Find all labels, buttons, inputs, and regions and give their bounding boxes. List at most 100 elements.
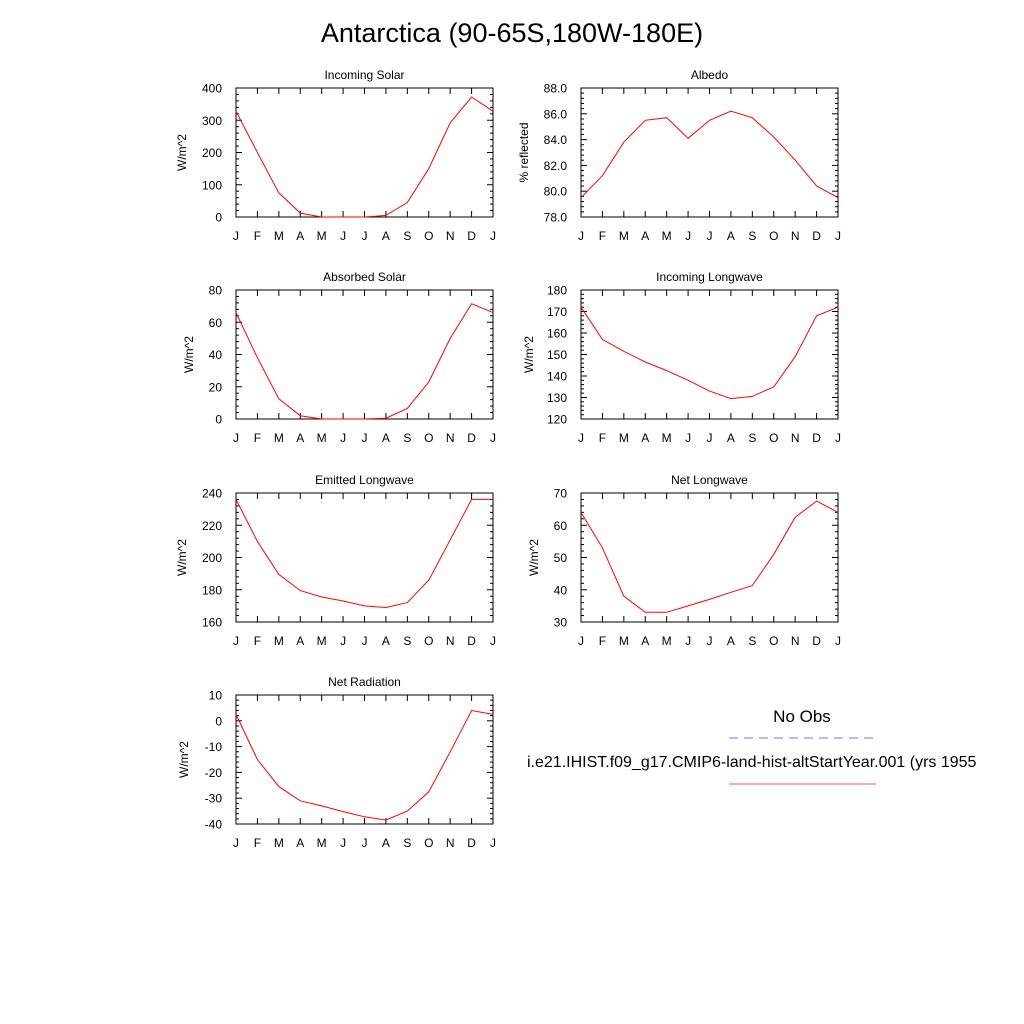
y-tick-label: 40 xyxy=(554,583,568,597)
plot-frame xyxy=(580,492,839,623)
x-tick-label: J xyxy=(685,229,691,243)
x-tick-label: J xyxy=(578,229,584,243)
x-tick-label: S xyxy=(748,431,756,445)
x-tick-label: F xyxy=(254,431,261,445)
y-tick-label: 130 xyxy=(547,391,567,405)
x-tick-label: D xyxy=(467,229,476,243)
x-tick-label: A xyxy=(382,431,390,445)
y-tick-label: 200 xyxy=(202,551,222,565)
x-tick-label: F xyxy=(254,229,261,243)
y-tick-label: 180 xyxy=(202,583,222,597)
x-tick-label: J xyxy=(707,634,713,648)
x-tick-label: N xyxy=(446,229,455,243)
y-axis-label: W/m^2 xyxy=(175,134,189,171)
x-tick-label: M xyxy=(274,634,284,648)
y-tick-label: 30 xyxy=(554,616,568,630)
y-tick-label: 20 xyxy=(209,380,223,394)
x-tick-label: J xyxy=(362,431,368,445)
y-tick-label: 160 xyxy=(547,327,567,341)
y-tick-label: 150 xyxy=(547,348,567,362)
x-tick-label: F xyxy=(599,229,606,243)
x-tick-label: M xyxy=(317,431,327,445)
y-tick-label: 200 xyxy=(202,146,222,160)
x-tick-label: A xyxy=(641,634,649,648)
x-tick-label: J xyxy=(707,431,713,445)
x-tick-label: D xyxy=(812,634,821,648)
plot-frame xyxy=(235,492,494,623)
x-tick-label: O xyxy=(769,634,778,648)
x-tick-label: O xyxy=(769,229,778,243)
y-axis-label: % reflected xyxy=(517,122,531,182)
x-tick-label: M xyxy=(662,634,672,648)
x-tick-label: F xyxy=(599,634,606,648)
plot-frame xyxy=(580,289,839,420)
model-series-line xyxy=(580,306,839,400)
x-tick-label: J xyxy=(362,229,368,243)
model-series-line xyxy=(580,110,839,199)
x-tick-label: J xyxy=(835,229,841,243)
y-tick-label: 80 xyxy=(209,284,223,298)
panel-title: Absorbed Solar xyxy=(323,270,406,284)
x-tick-label: F xyxy=(254,836,261,850)
x-tick-label: A xyxy=(296,634,304,648)
y-tick-label: 80.0 xyxy=(544,185,568,199)
x-tick-label: A xyxy=(727,229,735,243)
x-tick-label: M xyxy=(317,836,327,850)
x-tick-label: J xyxy=(835,431,841,445)
y-axis-label: W/m^2 xyxy=(522,336,536,373)
x-tick-label: J xyxy=(340,431,346,445)
x-tick-label: S xyxy=(403,836,411,850)
x-tick-label: M xyxy=(274,431,284,445)
x-tick-label: J xyxy=(685,634,691,648)
y-axis-label: W/m^2 xyxy=(527,539,541,576)
legend-model-label: i.e21.IHIST.f09_g17.CMIP6-land-hist-altS… xyxy=(527,754,977,771)
x-tick-label: J xyxy=(362,634,368,648)
model-series-line xyxy=(235,96,494,218)
x-tick-label: N xyxy=(446,836,455,850)
model-series-line xyxy=(235,498,493,609)
x-tick-label: A xyxy=(296,836,304,850)
x-tick-label: D xyxy=(467,836,476,850)
x-tick-label: D xyxy=(467,634,476,648)
y-tick-label: 50 xyxy=(554,551,568,565)
model-series-line xyxy=(235,709,494,821)
x-tick-label: M xyxy=(274,836,284,850)
x-tick-label: N xyxy=(446,431,455,445)
y-axis-label: W/m^2 xyxy=(177,741,191,778)
plot-frame xyxy=(235,289,494,420)
x-tick-label: J xyxy=(340,634,346,648)
x-tick-label: F xyxy=(254,634,261,648)
x-tick-label: N xyxy=(791,431,800,445)
x-tick-label: N xyxy=(791,229,800,243)
y-tick-label: 40 xyxy=(209,348,223,362)
y-axis-label: W/m^2 xyxy=(175,539,189,576)
y-tick-label: 300 xyxy=(202,114,222,128)
x-tick-label: J xyxy=(490,229,496,243)
x-tick-label: J xyxy=(490,836,496,850)
y-tick-label: 120 xyxy=(547,413,567,427)
x-tick-label: S xyxy=(748,634,756,648)
x-tick-label: J xyxy=(578,634,584,648)
plot-frame xyxy=(235,694,494,825)
x-tick-label: O xyxy=(424,634,433,648)
panel-title: Incoming Longwave xyxy=(656,270,763,284)
x-tick-label: M xyxy=(619,634,629,648)
x-tick-label: O xyxy=(424,229,433,243)
x-tick-label: M xyxy=(274,229,284,243)
x-tick-label: A xyxy=(382,229,390,243)
y-tick-label: 140 xyxy=(547,370,567,384)
y-tick-label: -40 xyxy=(205,818,223,832)
x-tick-label: O xyxy=(424,836,433,850)
x-tick-label: D xyxy=(812,431,821,445)
x-tick-label: O xyxy=(424,431,433,445)
x-tick-label: D xyxy=(812,229,821,243)
y-tick-label: 86.0 xyxy=(544,107,568,121)
x-tick-label: J xyxy=(835,634,841,648)
model-series-line xyxy=(235,303,494,420)
